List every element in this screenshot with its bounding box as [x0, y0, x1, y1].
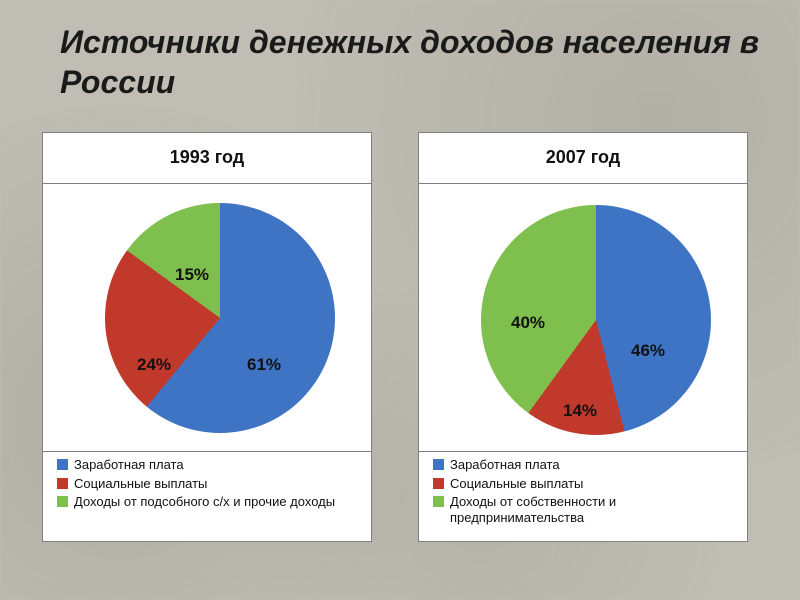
legend-item-1993-0: Заработная плата: [57, 457, 357, 473]
legend-2007: Заработная плата Социальные выплаты Дохо…: [433, 457, 733, 528]
legend-item-2007-1: Социальные выплаты: [433, 476, 733, 492]
divider-top-1993: [43, 183, 371, 184]
pct-label-2007-2: 40%: [511, 313, 545, 333]
legend-label-2007-1: Социальные выплаты: [450, 476, 583, 492]
pct-label-1993-0: 61%: [247, 355, 281, 375]
pie-chart-2007: 46% 14% 40%: [481, 205, 711, 435]
chart-title-2007: 2007 год: [419, 147, 747, 168]
legend-swatch-2007-2: [433, 496, 444, 507]
chart-panel-2007: 2007 год 46% 14% 40% Заработная плата Со…: [418, 132, 748, 542]
legend-swatch-2007-1: [433, 478, 444, 489]
legend-label-2007-0: Заработная плата: [450, 457, 560, 473]
divider-bot-1993: [43, 451, 371, 452]
legend-label-1993-1: Социальные выплаты: [74, 476, 207, 492]
legend-item-1993-2: Доходы от подсобного с/х и прочие доходы: [57, 494, 357, 510]
pct-label-2007-0: 46%: [631, 341, 665, 361]
legend-item-2007-2: Доходы от собственности и предпринимател…: [433, 494, 733, 525]
legend-label-2007-2: Доходы от собственности и предпринимател…: [450, 494, 733, 525]
legend-swatch-1993-0: [57, 459, 68, 470]
divider-bot-2007: [419, 451, 747, 452]
pie-chart-1993: 61% 24% 15%: [105, 203, 335, 433]
pct-label-1993-1: 24%: [137, 355, 171, 375]
legend-swatch-1993-2: [57, 496, 68, 507]
page-title: Источники денежных доходов населения в Р…: [60, 22, 760, 102]
legend-label-1993-0: Заработная плата: [74, 457, 184, 473]
legend-1993: Заработная плата Социальные выплаты Дохо…: [57, 457, 357, 513]
legend-item-2007-0: Заработная плата: [433, 457, 733, 473]
pct-label-1993-2: 15%: [175, 265, 209, 285]
legend-swatch-2007-0: [433, 459, 444, 470]
pct-label-2007-1: 14%: [563, 401, 597, 421]
chart-panel-1993: 1993 год 61% 24% 15% Заработная плата Со…: [42, 132, 372, 542]
legend-swatch-1993-1: [57, 478, 68, 489]
pie-1993-svg: [105, 203, 335, 433]
legend-item-1993-1: Социальные выплаты: [57, 476, 357, 492]
legend-label-1993-2: Доходы от подсобного с/х и прочие доходы: [74, 494, 335, 510]
chart-title-1993: 1993 год: [43, 147, 371, 168]
divider-top-2007: [419, 183, 747, 184]
